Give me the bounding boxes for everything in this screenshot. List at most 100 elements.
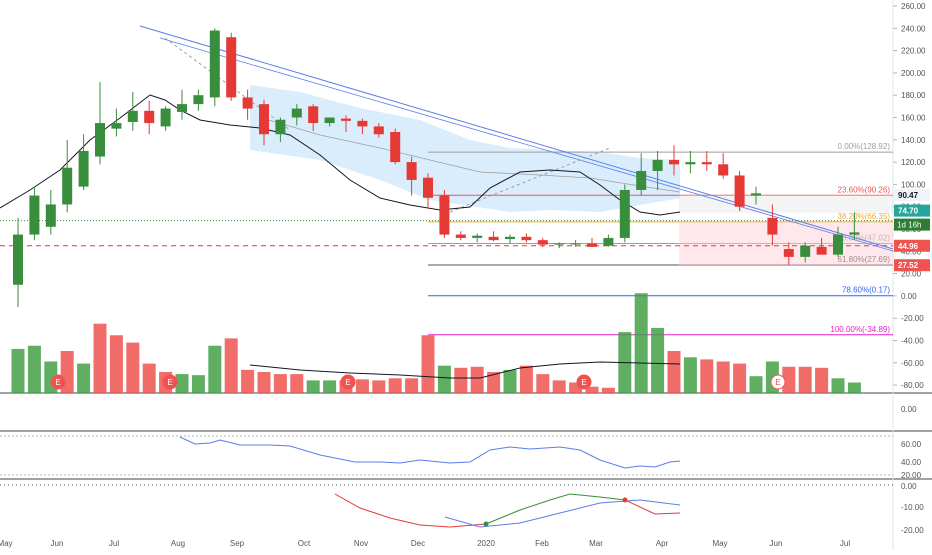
projection-dashed — [449, 147, 611, 213]
volume-bar — [142, 363, 156, 393]
volume-ma — [249, 361, 681, 379]
price-tick-label: 160.00 — [901, 114, 926, 123]
indicator4-tick: -10.00 — [901, 503, 924, 512]
price-tick-label: -40.00 — [901, 337, 924, 346]
volume-bar — [93, 323, 107, 393]
candle-body — [95, 123, 105, 157]
fib-level-label: 38.20%(66.35) — [838, 212, 891, 221]
volume-bar — [782, 366, 796, 393]
candle-body — [554, 243, 565, 245]
fib-level-label: 61.80%(27.69) — [838, 255, 891, 264]
volume-bar — [208, 345, 222, 393]
volume-bar — [355, 379, 369, 393]
volume-bar — [77, 363, 91, 393]
projection-dashed — [164, 37, 291, 131]
candle-body — [685, 162, 696, 165]
timeframe-badge: 1d 16h — [897, 221, 921, 230]
candle-body — [62, 167, 73, 205]
x-axis-label: Nov — [354, 539, 368, 548]
candle-body — [537, 240, 548, 245]
macd-line-red — [334, 493, 487, 528]
candle-body — [242, 97, 253, 109]
volume-bar — [437, 365, 451, 393]
volume-bar — [323, 380, 337, 393]
x-axis-label: Feb — [535, 539, 549, 548]
candle-body — [308, 106, 319, 124]
candle-body — [619, 189, 630, 238]
fib-level-label: 0.00%(128.92) — [838, 142, 891, 151]
earnings-marker — [770, 374, 786, 390]
indicator3-tick: 20.00 — [901, 471, 922, 480]
candle-body — [78, 150, 89, 187]
x-axis-label: Jul — [840, 539, 850, 548]
candle-body — [275, 119, 286, 135]
price-label: 90.47 — [898, 191, 919, 200]
candle-body — [652, 159, 663, 172]
candle-body — [783, 249, 794, 257]
candle-body — [357, 120, 368, 127]
price-label-bg — [894, 204, 930, 217]
trendline-secondary — [159, 37, 894, 252]
cross-marker — [622, 497, 628, 503]
fib-level-label: 78.60%(0.17) — [842, 286, 890, 295]
candle-body — [488, 236, 499, 241]
price-tick-label: 240.00 — [901, 24, 926, 33]
candle-body — [521, 236, 532, 241]
volume-bar — [224, 338, 238, 393]
x-axis-label: Dec — [411, 539, 425, 548]
price-tick-label: 260.00 — [901, 2, 926, 11]
volatility-band — [250, 85, 680, 212]
price-tick-label: 180.00 — [901, 91, 926, 100]
volume-bar — [503, 369, 517, 393]
earnings-marker-label: E — [775, 378, 780, 387]
price-label-bg — [894, 239, 930, 252]
volume-bar — [733, 363, 747, 393]
volume-bar — [191, 375, 205, 393]
indicator3-tick: 60.00 — [901, 440, 922, 449]
volume-bar — [667, 351, 681, 393]
price-tick-label: 0.00 — [901, 292, 917, 301]
earnings-marker-label: E — [167, 378, 172, 387]
volume-bar — [487, 372, 501, 393]
volume-bar — [257, 372, 271, 393]
price-tick-label: -20.00 — [901, 314, 924, 323]
timeframe-badge-bg — [894, 218, 930, 231]
volume-bar — [519, 365, 533, 393]
price-label-bg — [894, 259, 930, 272]
price-tick-label: 200.00 — [901, 69, 926, 78]
fib-level-label: 50.00%(47.02) — [838, 233, 891, 242]
price-tick-label: -80.00 — [901, 381, 924, 390]
volume-bar — [109, 335, 123, 393]
candle-body — [816, 246, 827, 255]
volume-bar — [815, 367, 829, 393]
candle-body — [341, 118, 351, 121]
volume-bar — [831, 378, 845, 393]
macd-line-red-2 — [624, 499, 681, 515]
volume-bar — [569, 382, 583, 393]
indicator2-tick: 0.00 — [901, 405, 917, 414]
price-tick-label: 140.00 — [901, 136, 926, 145]
volume-bar — [683, 357, 697, 393]
volume-bar — [290, 374, 304, 393]
candle-body — [751, 193, 761, 196]
macd-line-green — [485, 493, 626, 525]
volume-bar — [798, 366, 812, 393]
volume-bar — [175, 374, 189, 393]
candle-body — [439, 195, 450, 235]
candle-body — [833, 234, 843, 255]
candle-body — [390, 131, 401, 163]
volume-bar — [601, 387, 615, 393]
price-tick-label: -60.00 — [901, 359, 924, 368]
candle-body — [291, 108, 302, 118]
volume-bar — [470, 366, 484, 393]
price-tick-label: 100.00 — [901, 180, 926, 189]
rsi-line — [179, 436, 681, 469]
indicator3-tick: 40.00 — [901, 458, 922, 467]
price-label-bg — [894, 189, 930, 202]
volume-bar — [306, 380, 320, 393]
candle-body — [144, 110, 155, 124]
candle-body — [406, 162, 417, 180]
candle-body — [177, 104, 187, 112]
